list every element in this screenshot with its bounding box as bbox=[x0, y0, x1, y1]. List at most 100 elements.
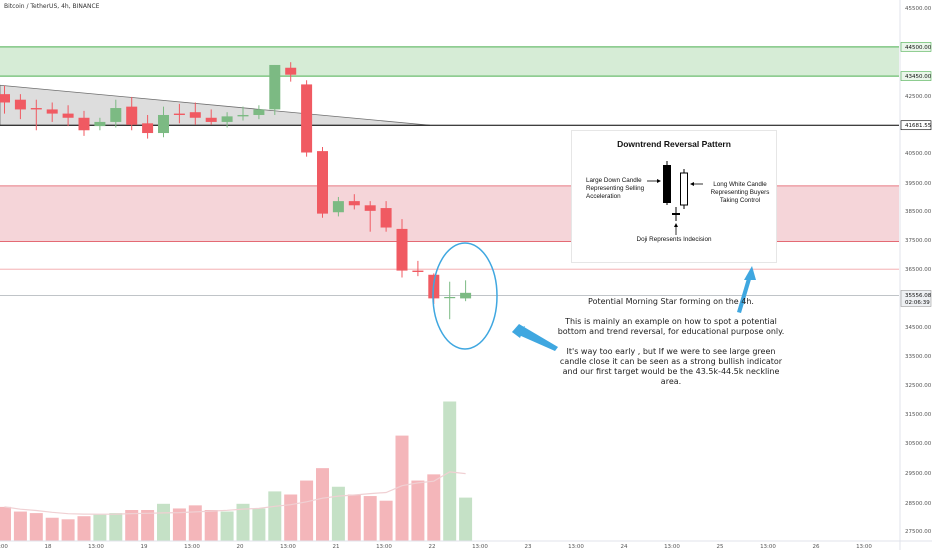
volume-bar bbox=[109, 513, 123, 541]
time-tick-label: 13:00 bbox=[0, 544, 8, 550]
note-paragraph: Potential Morning Star forming on the 4h… bbox=[588, 297, 754, 306]
volume-bar bbox=[236, 503, 250, 541]
volume-bar bbox=[268, 491, 282, 541]
time-tick-label: 13:00 bbox=[760, 544, 776, 550]
time-tick-label: 13:00 bbox=[376, 544, 392, 550]
candle-body bbox=[14, 99, 26, 110]
volume-bar bbox=[363, 496, 377, 541]
highlight-ellipse bbox=[432, 242, 498, 350]
left-arrow-head bbox=[657, 179, 661, 183]
candle-body bbox=[189, 112, 201, 118]
volume-bar bbox=[220, 511, 234, 541]
price-axis[interactable]: 45500.00 42500.00 40500.00 39500.00 38500.00… bbox=[899, 0, 932, 550]
price-badge-label: 43450.00 bbox=[905, 74, 932, 80]
volume-bar bbox=[347, 494, 361, 541]
countdown-timer: 02:06:39 bbox=[905, 300, 930, 306]
volume-bar bbox=[0, 506, 11, 541]
time-tick-label: 24 bbox=[621, 544, 628, 550]
price-tick-label: 28500.00 bbox=[905, 501, 932, 507]
volume-bar bbox=[125, 510, 139, 541]
price-tick-label: 45500.00 bbox=[905, 6, 932, 12]
symbol-header: Bitcoin / TetherUS, 4h, BINANCE bbox=[4, 3, 100, 10]
candle-body bbox=[269, 64, 281, 110]
price-tick-label: 30500.00 bbox=[905, 441, 932, 447]
right-label: Long White Candle Representing Buyers Ta… bbox=[705, 181, 775, 205]
candle-body bbox=[110, 108, 122, 122]
time-tick-label: 13:00 bbox=[856, 544, 872, 550]
candle-body bbox=[142, 123, 154, 134]
candle-body bbox=[317, 151, 328, 214]
volume-bar bbox=[13, 511, 27, 541]
candle-body bbox=[30, 108, 42, 110]
candles-layer bbox=[0, 62, 472, 320]
volume-bar bbox=[459, 497, 473, 541]
time-tick-label: 26 bbox=[813, 544, 820, 550]
candle-body bbox=[301, 84, 313, 153]
current-price-label: 35556.08 bbox=[905, 293, 932, 299]
candle-body bbox=[158, 114, 169, 134]
candle-body bbox=[364, 205, 376, 211]
candle-body bbox=[237, 114, 249, 117]
volume-bar bbox=[172, 508, 186, 541]
bottom-arrow-head bbox=[674, 223, 678, 227]
price-badge-label: 41681.55 bbox=[905, 123, 932, 129]
annotations-layer bbox=[432, 242, 756, 351]
time-axis[interactable]: 13:00 18 13:00 19 13:00 20 13:00 21 13:00 22 13:00… bbox=[0, 540, 932, 550]
time-tick-label: 25 bbox=[717, 544, 724, 550]
price-tick-label: 38500.00 bbox=[905, 209, 932, 215]
volume-bar bbox=[252, 508, 266, 541]
volume-bar bbox=[157, 503, 170, 541]
right-arrow-head bbox=[690, 182, 694, 186]
left-label-line: Large Down Candle bbox=[586, 177, 642, 184]
pattern-title: Downtrend Reversal Pattern bbox=[617, 139, 731, 149]
volume-ma-line bbox=[4, 471, 466, 515]
doji-candle bbox=[672, 213, 680, 215]
zones-layer bbox=[0, 46, 899, 296]
time-tick-label: 21 bbox=[333, 544, 340, 550]
volume-layer bbox=[0, 401, 473, 541]
volume-bar bbox=[427, 474, 441, 541]
candle-body bbox=[444, 296, 456, 299]
volume-bar bbox=[29, 513, 43, 541]
large-down-candle bbox=[663, 165, 671, 203]
price-tick-label: 31500.00 bbox=[905, 412, 932, 418]
right-label-line: Long White Candle bbox=[713, 181, 767, 188]
arrow-to-candles bbox=[512, 324, 558, 351]
long-white-candle bbox=[680, 172, 688, 206]
time-tick-label: 13:00 bbox=[472, 544, 488, 550]
candle-body bbox=[205, 117, 217, 122]
price-badge bbox=[900, 120, 932, 131]
candle-body bbox=[221, 116, 233, 122]
candle-body bbox=[396, 228, 408, 271]
price-badge bbox=[900, 71, 932, 81]
candle-body bbox=[285, 67, 297, 75]
price-tick-label: 39500.00 bbox=[905, 181, 932, 187]
candle-body bbox=[380, 208, 392, 228]
price-tick-label: 27500.00 bbox=[905, 529, 932, 535]
volume-bar bbox=[443, 401, 457, 541]
price-tick-label: 42500.00 bbox=[905, 94, 932, 100]
time-tick-label: 13:00 bbox=[88, 544, 104, 550]
volume-bar bbox=[379, 500, 393, 541]
volume-bar bbox=[395, 435, 409, 541]
time-tick-label: 13:00 bbox=[280, 544, 296, 550]
time-tick-label: 18 bbox=[45, 544, 52, 550]
volume-bar bbox=[411, 480, 425, 541]
time-tick-label: 23 bbox=[525, 544, 532, 550]
note-paragraph: This is mainly an example on how to spot… bbox=[557, 317, 785, 336]
candle-body bbox=[173, 113, 185, 115]
pattern-diagram: Downtrend Reversal Pattern Large Down Ca… bbox=[571, 130, 777, 263]
volume-bar bbox=[204, 510, 218, 541]
arrow-to-diagram-head bbox=[744, 266, 756, 280]
right-label-line: Representing Buyers bbox=[710, 189, 770, 196]
note-paragraph: It's way too early , but If we were to s… bbox=[559, 347, 783, 386]
price-tick-label: 33500.00 bbox=[905, 354, 932, 360]
candle-body bbox=[460, 292, 472, 299]
volume-bar bbox=[331, 486, 345, 541]
price-tick-label: 29500.00 bbox=[905, 471, 932, 477]
candle-body bbox=[412, 270, 424, 272]
candle-body bbox=[46, 109, 58, 114]
candle-body bbox=[0, 94, 10, 103]
resistance-zone bbox=[0, 46, 899, 77]
